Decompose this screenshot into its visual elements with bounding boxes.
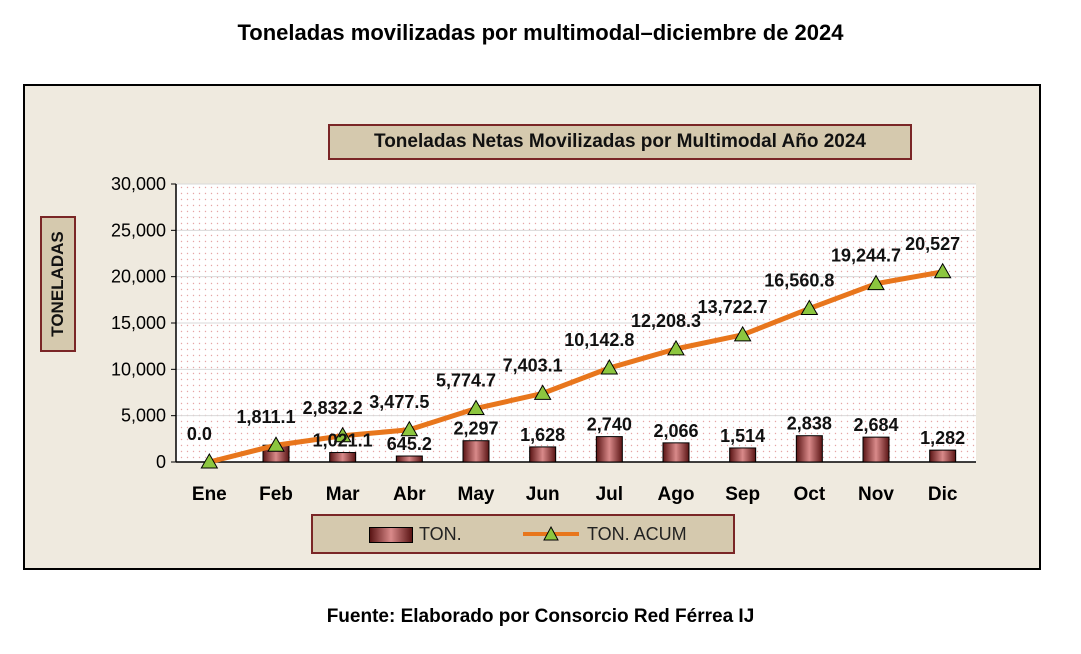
line-data-label: 2,832.2 (303, 398, 363, 418)
legend-label-ton: TON. (419, 524, 462, 544)
x-tick-label: Mar (326, 484, 360, 505)
bar-data-label: 2,297 (453, 419, 498, 439)
bar-ton (462, 440, 490, 463)
chart-title: Toneladas Netas Movilizadas por Multimod… (328, 124, 912, 160)
line-data-label: 3,477.5 (369, 392, 429, 412)
marker-ton-acum (400, 420, 419, 437)
marker-ton-acum (533, 384, 552, 400)
x-tick-label: Feb (259, 484, 293, 505)
bar-data-label: 2,066 (653, 421, 698, 441)
line-ton-acum (208, 269, 944, 465)
line-data-label: 19,244.7 (831, 246, 901, 266)
y-tick-label: 5,000 (121, 406, 166, 426)
line-data-label: 5,774.7 (436, 370, 496, 390)
page-title: Toneladas movilizadas por multimodal–dic… (237, 20, 844, 45)
marker-ton-acum (267, 436, 285, 452)
line-data-label: 13,722.7 (698, 297, 768, 317)
bar-ton (729, 447, 757, 463)
bar-ton (662, 442, 690, 463)
x-tick-label: Dic (928, 484, 958, 505)
marker-ton-acum (667, 339, 685, 356)
x-tick-label: Jun (526, 484, 560, 505)
line-data-label: 0.0 (187, 424, 212, 444)
bar-ton (529, 446, 557, 463)
y-axis-label: TONELADAS (48, 231, 67, 337)
bar-data-label: 1,628 (520, 425, 565, 445)
y-tick-label: 25,000 (111, 220, 166, 240)
bar-data-label: 2,838 (787, 414, 832, 434)
line-data-label: 1,811.1 (236, 407, 295, 427)
line-data-label: 20,527 (905, 234, 960, 254)
bar-ton (929, 449, 957, 463)
line-data-label: 16,560.8 (764, 271, 834, 291)
legend-label-ton-acum: TON. ACUM (587, 524, 687, 544)
bar-ton (395, 455, 423, 463)
x-tick-label: May (458, 484, 495, 505)
marker-ton-acum (600, 359, 619, 375)
y-axis-label-box: TONELADAS (40, 216, 76, 352)
bar-data-label: 2,740 (587, 415, 632, 435)
x-tick-label: Oct (793, 484, 825, 505)
bar-ton (862, 436, 890, 463)
legend: TON. TON. ACUM (311, 514, 735, 554)
line-data-label: 10,142.8 (564, 330, 634, 350)
marker-ton-acum (867, 274, 885, 291)
bar-data-label: 1,021.1 (313, 431, 373, 451)
marker-ton-acum (467, 399, 485, 415)
marker-ton-acum (800, 299, 819, 316)
x-tick-label: Ene (192, 484, 227, 505)
legend-bar-swatch (369, 527, 413, 543)
y-tick-label: 15,000 (111, 313, 166, 333)
legend-line-swatch (523, 525, 579, 541)
x-tick-label: Sep (725, 484, 760, 505)
x-tick-label: Nov (858, 484, 894, 505)
bar-data-label: 2,684 (853, 415, 898, 435)
y-tick-label: 10,000 (111, 359, 166, 379)
y-tick-label: 0 (156, 452, 166, 472)
marker-ton-acum (200, 452, 219, 469)
marker-ton-acum (933, 262, 952, 279)
source-footer: Fuente: Elaborado por Consorcio Red Férr… (326, 606, 755, 627)
line-data-label: 7,403.1 (503, 355, 563, 375)
bar-ton (329, 452, 357, 463)
bar-ton (795, 435, 823, 463)
line-data-label: 12,208.3 (631, 311, 701, 331)
marker-ton-acum (733, 325, 752, 342)
marker-ton-acum (333, 426, 352, 443)
bar-data-label: 1,514 (720, 426, 765, 446)
bar-data-label: 1,282 (920, 428, 965, 448)
x-tick-label: Ago (658, 484, 695, 505)
x-tick-label: Jul (596, 484, 623, 505)
bar-data-label: 645.2 (387, 434, 432, 454)
y-tick-label: 20,000 (111, 267, 166, 287)
bar-ton (595, 436, 623, 463)
y-tick-label: 30,000 (111, 174, 166, 194)
x-tick-label: Abr (393, 484, 426, 505)
